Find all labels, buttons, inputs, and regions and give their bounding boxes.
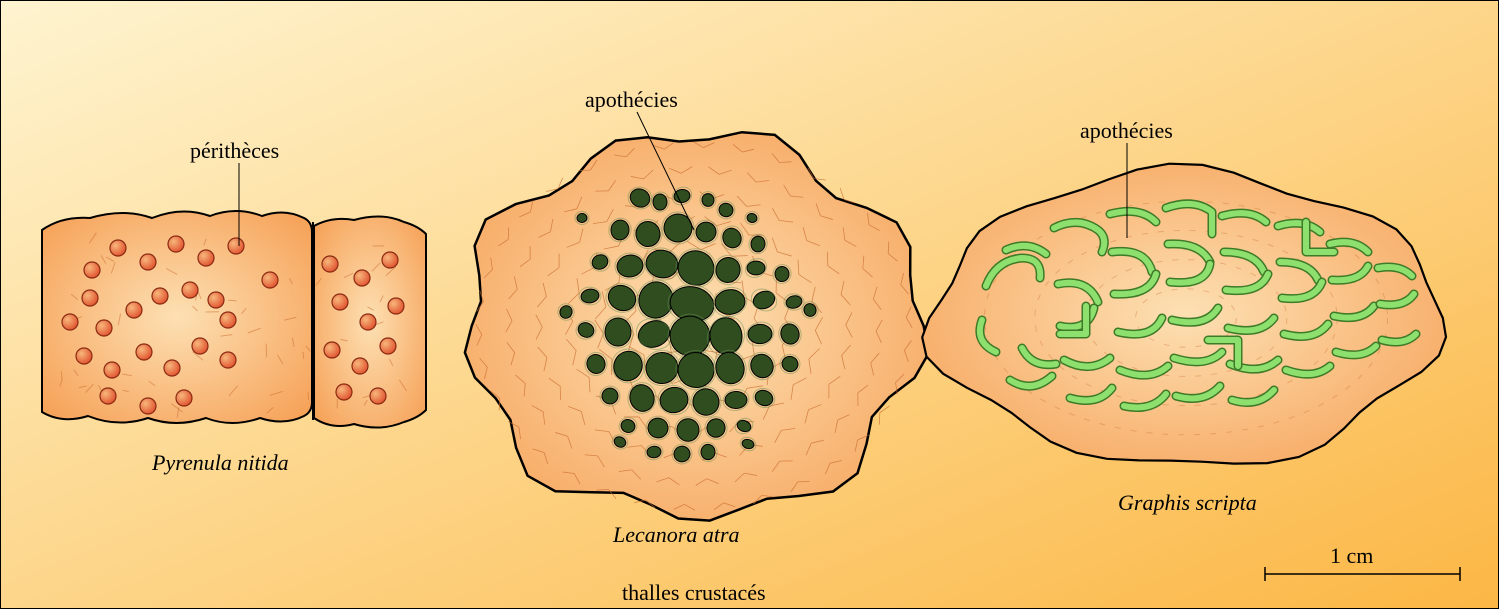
perithecium [370, 388, 386, 404]
perithecium [324, 342, 340, 358]
perithecium [62, 314, 78, 330]
perithecium [140, 254, 156, 270]
perithecium [220, 312, 236, 328]
apothecium [701, 193, 714, 207]
perithecium [82, 290, 98, 306]
apothecium [748, 324, 773, 344]
apothecium [701, 444, 715, 460]
apothecium [725, 391, 747, 408]
perithecium [360, 314, 376, 330]
perithecium [262, 272, 278, 288]
label-apothecies-right: apothécies [1080, 118, 1173, 143]
perithecium [220, 352, 236, 368]
perithecium [126, 302, 142, 318]
perithecium [192, 338, 208, 354]
species-lecanora: Lecanora atra [612, 522, 740, 547]
perithecium [322, 256, 338, 272]
perithecium [110, 240, 126, 256]
label-apothecies-center: apothécies [585, 87, 678, 112]
species-pyrenula: Pyrenula nitida [151, 450, 289, 475]
apothecium [775, 266, 790, 282]
perithecium [164, 360, 180, 376]
perithecium [352, 358, 368, 374]
perithecium [336, 384, 352, 400]
perithecium [140, 398, 156, 414]
pyrenula-thallus [42, 211, 426, 428]
perithecium [380, 338, 396, 354]
label-perithecia: périthèces [190, 138, 279, 163]
perithecium [136, 344, 152, 360]
perithecium [152, 288, 168, 304]
footer-caption: thalles crustacés [622, 580, 766, 605]
perithecium [354, 270, 370, 286]
species-graphis: Graphis scripta [1118, 490, 1257, 515]
perithecium [84, 262, 100, 278]
perithecium [198, 250, 214, 266]
figure-stage: périthèces apothécies apothécies Pyrenula n… [0, 0, 1499, 609]
apothecium [653, 194, 668, 211]
perithecium [176, 390, 192, 406]
perithecium [100, 388, 116, 404]
apothecium [747, 261, 765, 275]
perithecium [104, 362, 120, 378]
scale-label: 1 cm [1330, 543, 1373, 568]
perithecium [96, 320, 112, 336]
apothecium [605, 318, 631, 346]
perithecium [388, 298, 404, 314]
perithecium [208, 292, 224, 308]
perithecium [76, 348, 92, 364]
apothecium [577, 213, 588, 223]
perithecium [228, 238, 244, 254]
perithecium [382, 252, 398, 268]
perithecium [332, 294, 348, 310]
perithecium [182, 282, 198, 298]
perithecium [168, 236, 184, 252]
